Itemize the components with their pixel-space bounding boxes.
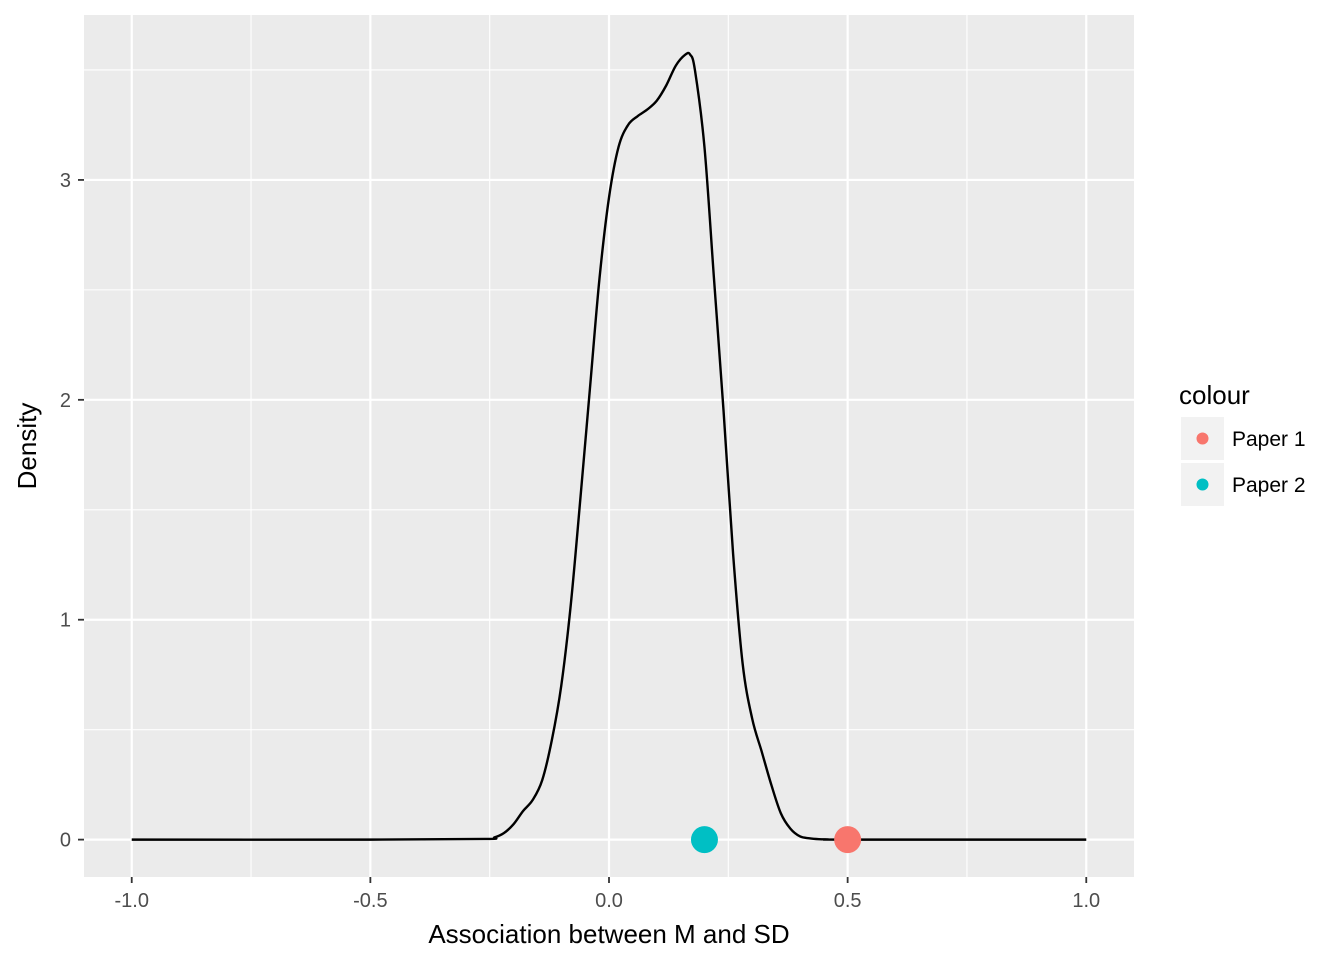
legend-label-paper-1: Paper 1: [1232, 428, 1306, 451]
point-paper-2: [690, 826, 718, 854]
legend: colour Paper 1 Paper 2: [1179, 380, 1306, 506]
legend-title: colour: [1179, 380, 1250, 410]
legend-label-paper-2: Paper 2: [1232, 474, 1306, 497]
x-axis-title: Association between M and SD: [428, 919, 789, 949]
x-tick-label: 0.5: [834, 890, 862, 912]
point-paper-1: [834, 826, 862, 854]
x-tick-label: -0.5: [353, 890, 387, 912]
x-tick-label: 0.0: [595, 890, 623, 912]
y-tick-label: 2: [60, 390, 71, 412]
x-axis: -1.0 -0.5 0.0 0.5 1.0: [114, 877, 1100, 912]
y-axis-title: Density: [12, 403, 42, 490]
legend-swatch-paper-1: [1196, 432, 1209, 445]
y-tick-label: 3: [60, 170, 71, 192]
grid-major: [84, 15, 1134, 877]
density-curve: [131, 51, 1087, 841]
y-tick-label: 0: [60, 830, 71, 852]
x-tick-label: -1.0: [114, 890, 148, 912]
x-tick-label: 1.0: [1072, 890, 1100, 912]
legend-swatch-paper-2: [1196, 478, 1209, 491]
y-axis: 0 1 2 3: [60, 170, 84, 852]
data-points: [690, 826, 862, 854]
y-tick-label: 1: [60, 610, 71, 632]
